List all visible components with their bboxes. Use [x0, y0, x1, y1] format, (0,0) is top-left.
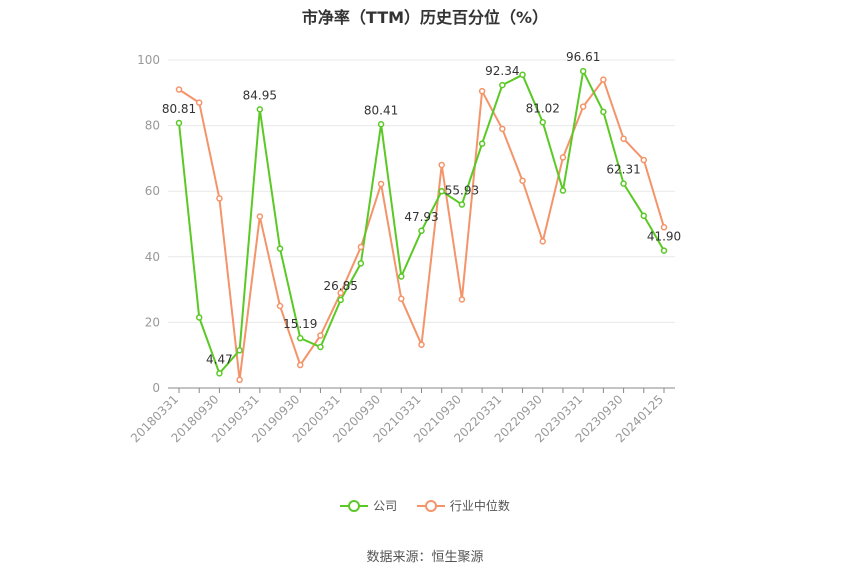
- data-point-industry[interactable]: [195, 99, 203, 106]
- data-point-industry[interactable]: [377, 180, 385, 188]
- data-point-company[interactable]: [175, 119, 183, 127]
- data-point-company[interactable]: [236, 347, 243, 354]
- y-tick-label: 20: [145, 315, 160, 329]
- data-label: 15.19: [283, 317, 317, 331]
- y-tick-label: 100: [137, 53, 160, 67]
- data-point-industry[interactable]: [398, 295, 405, 303]
- legend-company-swatch-icon: [340, 499, 369, 512]
- data-label: 80.81: [162, 102, 196, 116]
- data-label: 80.41: [364, 103, 398, 117]
- data-point-company[interactable]: [559, 187, 567, 194]
- data-point-company[interactable]: [256, 106, 264, 113]
- data-point-company[interactable]: [600, 108, 607, 116]
- y-tick-label: 60: [145, 184, 160, 198]
- source-note: 数据来源：恒生聚源: [366, 550, 484, 565]
- data-point-company[interactable]: [438, 187, 445, 195]
- y-tick-label: 40: [145, 250, 160, 264]
- data-label: 81.02: [526, 101, 560, 115]
- data-point-company[interactable]: [620, 180, 627, 187]
- data-label: 47.93: [404, 210, 438, 224]
- legend-item-company[interactable]: 公司: [340, 497, 397, 514]
- data-point-company[interactable]: [317, 343, 324, 351]
- data-point-company[interactable]: [418, 227, 425, 235]
- data-point-company[interactable]: [660, 247, 668, 254]
- data-point-company[interactable]: [579, 67, 587, 75]
- data-point-industry[interactable]: [499, 125, 506, 133]
- data-point-industry[interactable]: [660, 224, 668, 231]
- y-tick-label: 80: [145, 119, 160, 133]
- data-point-company[interactable]: [539, 119, 546, 126]
- data-point-company[interactable]: [499, 81, 506, 89]
- data-point-industry[interactable]: [357, 243, 365, 251]
- data-point-industry[interactable]: [519, 177, 526, 184]
- data-labels: 80.81 4.47 84.95 15.19 26.85 80.41 47.93 55.93 9…: [162, 50, 681, 366]
- data-point-company[interactable]: [195, 314, 203, 321]
- legend-industry-swatch-icon: [416, 499, 445, 512]
- legend-company-label: 公司: [373, 499, 398, 513]
- data-point-company[interactable]: [337, 296, 344, 304]
- data-point-industry[interactable]: [600, 76, 607, 83]
- data-point-industry[interactable]: [276, 302, 284, 310]
- legend-item-industry[interactable]: 行业中位数: [416, 497, 510, 514]
- legend: 公司 行业中位数: [0, 497, 850, 516]
- data-point-industry[interactable]: [256, 213, 264, 220]
- data-point-industry[interactable]: [297, 361, 304, 369]
- data-point-industry[interactable]: [236, 376, 243, 384]
- data-point-industry[interactable]: [418, 341, 425, 348]
- data-point-company[interactable]: [519, 71, 526, 79]
- gridlines: [168, 59, 675, 323]
- chart-title: 市净率（TTM）历史百分位（%）: [301, 8, 549, 27]
- data-point-company[interactable]: [478, 140, 486, 147]
- data-point-industry[interactable]: [478, 87, 486, 95]
- data-label: 26.85: [323, 279, 357, 293]
- data-point-company[interactable]: [276, 245, 284, 252]
- data-point-company[interactable]: [458, 201, 466, 208]
- data-point-company[interactable]: [357, 260, 365, 267]
- data-points: [175, 67, 668, 384]
- series-lines: [178, 67, 665, 380]
- data-label: 4.47: [206, 352, 233, 366]
- data-point-industry[interactable]: [337, 289, 344, 297]
- data-point-company[interactable]: [297, 334, 304, 342]
- data-point-company[interactable]: [216, 370, 223, 377]
- data-label: 96.61: [566, 50, 600, 64]
- y-tick-label: 0: [152, 381, 160, 395]
- data-point-industry[interactable]: [175, 86, 183, 93]
- data-point-industry[interactable]: [438, 161, 445, 169]
- data-point-company[interactable]: [398, 273, 405, 280]
- data-point-industry[interactable]: [539, 238, 546, 245]
- data-label: 41.90: [647, 230, 681, 244]
- data-point-industry[interactable]: [559, 154, 567, 161]
- data-point-industry[interactable]: [579, 103, 587, 110]
- legend-industry-label: 行业中位数: [449, 499, 510, 513]
- data-point-industry[interactable]: [317, 332, 324, 339]
- data-point-company[interactable]: [640, 212, 648, 220]
- data-label: 62.31: [606, 163, 640, 177]
- data-label: 92.34: [485, 64, 519, 78]
- axes: 0204060801002018033120180930201903312019…: [128, 53, 675, 445]
- data-point-industry[interactable]: [640, 156, 648, 164]
- data-label: 55.93: [445, 184, 479, 198]
- data-point-industry[interactable]: [458, 296, 466, 303]
- data-point-industry[interactable]: [216, 195, 223, 202]
- data-point-company[interactable]: [377, 121, 385, 128]
- data-label: 84.95: [243, 88, 277, 102]
- data-point-industry[interactable]: [620, 135, 627, 142]
